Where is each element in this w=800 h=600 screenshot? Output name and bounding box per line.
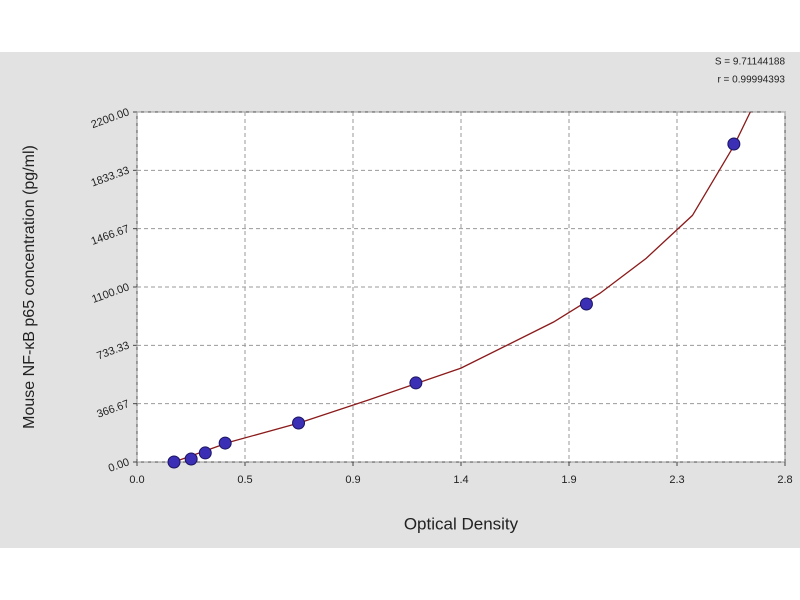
data-point <box>409 376 423 390</box>
x-tick-label: 0.0 <box>129 474 144 486</box>
fit-curve <box>173 111 751 463</box>
x-tick-label: 0.5 <box>237 474 252 486</box>
y-axis-title: Mouse NF-κB p65 concentration (pg/ml) <box>21 145 38 429</box>
annotation: r = 0.99994393 <box>717 75 785 86</box>
x-tick-label: 2.8 <box>777 474 792 486</box>
annotation: S = 9.71144188 <box>715 57 786 68</box>
x-tick-label: 2.3 <box>669 474 684 486</box>
data-point <box>727 137 741 151</box>
data-point <box>184 452 198 466</box>
data-point <box>167 455 181 469</box>
data-point <box>292 416 306 430</box>
x-tick-label: 1.4 <box>453 474 468 486</box>
data-point <box>198 446 212 460</box>
x-tick-label: 1.9 <box>561 474 576 486</box>
x-axis-title: Optical Density <box>404 514 519 533</box>
data-point <box>579 297 593 311</box>
data-point <box>218 436 232 450</box>
x-tick-label: 0.9 <box>345 474 360 486</box>
